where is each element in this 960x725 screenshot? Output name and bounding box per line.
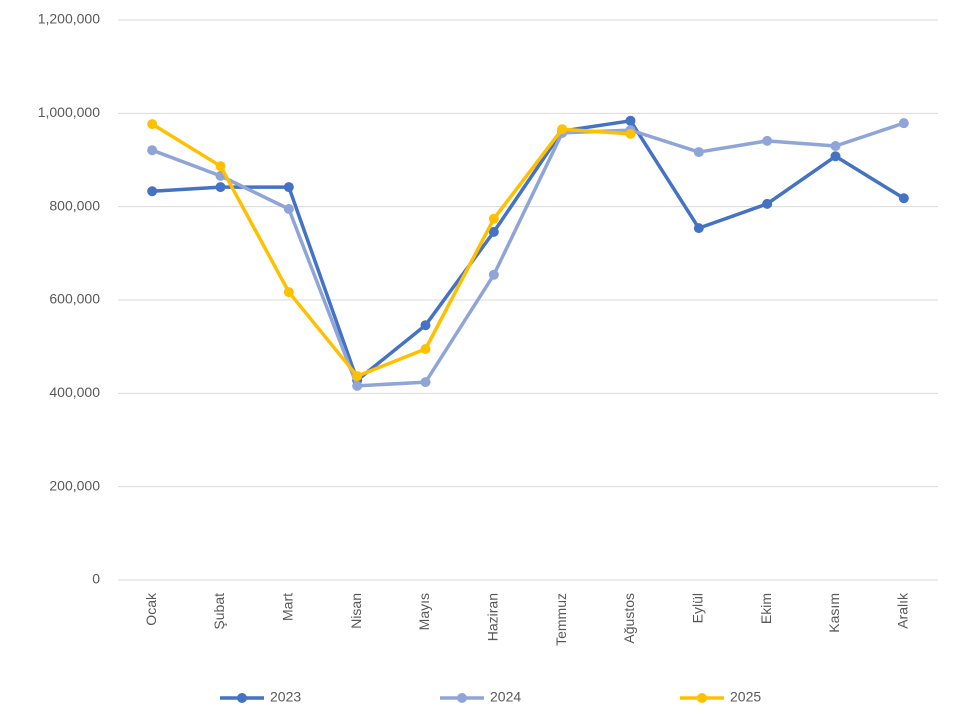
data-point	[283, 287, 294, 298]
series-line	[151, 122, 631, 378]
data-point	[488, 269, 499, 280]
data-point	[215, 161, 226, 172]
x-tick-label: Mart	[280, 593, 296, 621]
legend-marker	[457, 693, 467, 703]
data-point	[352, 380, 363, 391]
x-tick-label: Şubat	[211, 593, 227, 630]
data-point	[693, 223, 704, 234]
data-point	[625, 128, 636, 139]
legend-label: 2025	[730, 689, 761, 705]
data-point	[830, 151, 841, 162]
data-point	[215, 182, 226, 193]
data-point	[283, 182, 294, 193]
legend-marker	[697, 693, 707, 703]
y-tick-label: 800,000	[49, 197, 100, 213]
data-point	[830, 141, 841, 151]
legend-label: 2024	[490, 689, 521, 705]
y-tick-label: 0	[92, 571, 100, 587]
x-tick-label: Ekim	[758, 593, 774, 624]
data-point	[420, 344, 431, 354]
data-point	[283, 204, 294, 214]
x-tick-label: Ocak	[143, 592, 159, 626]
data-point	[352, 371, 363, 382]
data-point	[147, 186, 158, 197]
data-point	[625, 115, 636, 126]
series-line	[152, 119, 905, 383]
data-point	[762, 198, 773, 209]
data-point	[147, 145, 158, 156]
data-point	[762, 135, 773, 146]
x-tick-label: Temmuz	[553, 593, 569, 646]
y-tick-label: 200,000	[49, 477, 100, 493]
y-tick-label: 1,200,000	[38, 11, 100, 27]
x-tick-label: Ağustos	[621, 593, 637, 644]
data-point	[557, 124, 568, 135]
data-point	[898, 118, 909, 129]
data-point	[488, 213, 499, 224]
data-point	[147, 119, 158, 130]
x-tick-label: Haziran	[485, 593, 501, 641]
x-tick-label: Mayıs	[416, 593, 432, 630]
y-tick-label: 1,000,000	[38, 104, 100, 120]
x-tick-label: Nisan	[348, 593, 364, 629]
legend-marker	[237, 693, 247, 703]
data-point	[420, 320, 431, 331]
data-point	[488, 226, 499, 237]
y-tick-label: 400,000	[49, 384, 100, 400]
x-tick-label: Eylül	[690, 593, 706, 623]
data-point	[693, 147, 704, 158]
data-point	[420, 377, 431, 388]
x-tick-label: Aralık	[895, 592, 911, 629]
data-point	[898, 193, 909, 204]
x-tick-label: Kasım	[826, 593, 842, 633]
y-tick-label: 600,000	[49, 291, 100, 307]
legend-label: 2023	[270, 689, 301, 705]
series-line	[151, 121, 905, 388]
